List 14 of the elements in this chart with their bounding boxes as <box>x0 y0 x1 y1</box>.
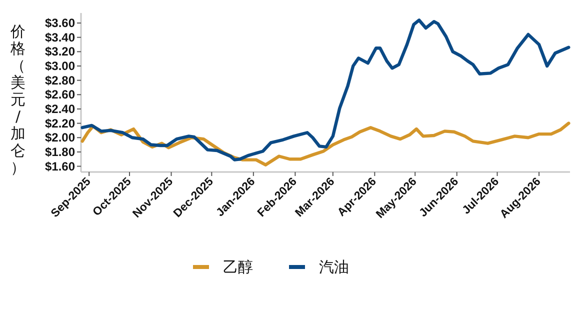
y-tick-label: $3.40 <box>44 30 76 44</box>
y-tick-label: $2.80 <box>44 73 76 88</box>
y-tick-label: $3.00 <box>44 59 76 73</box>
y-tick-label: $2.20 <box>44 116 76 130</box>
legend-label: 乙醇 <box>223 258 253 276</box>
y-tick-label: $2.40 <box>44 102 76 116</box>
y-tick-label: $2.60 <box>44 88 76 102</box>
text: 价格（美元/加仑） <box>10 22 26 176</box>
y-tick-label: $1.60 <box>44 159 76 174</box>
y-tick-label: $2.00 <box>44 130 76 145</box>
legend-label: 汽油 <box>319 258 349 276</box>
y-tick-label: $3.20 <box>44 44 76 59</box>
y-tick-label: $3.60 <box>44 16 76 30</box>
y-tick-label: $1.80 <box>44 144 76 159</box>
